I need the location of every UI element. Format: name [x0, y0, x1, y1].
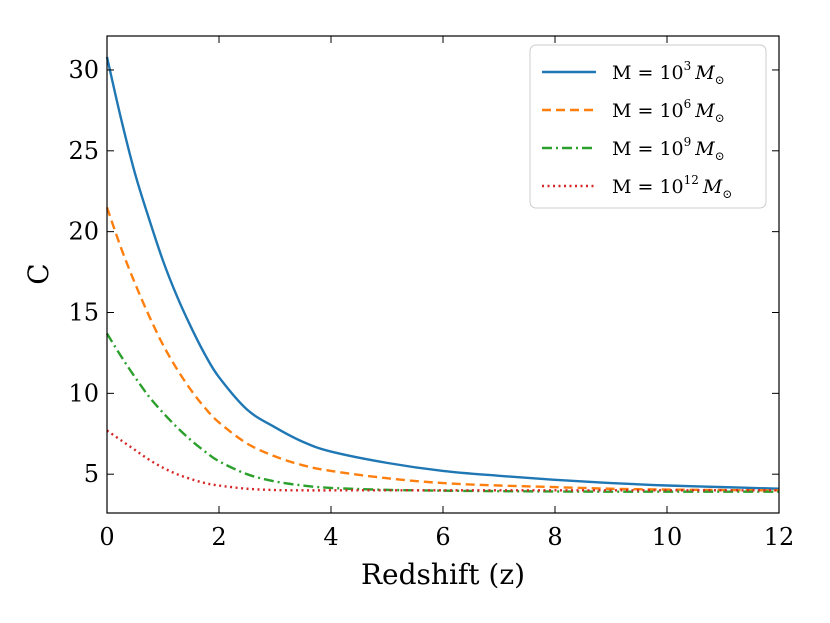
- y-axis-ticks: 5 10 15 20 25 30: [68, 56, 779, 488]
- y-axis-title: C: [22, 263, 55, 284]
- legend-label-4: M = 1012 M⊙: [612, 173, 732, 201]
- legend-label-3: M = 109 M⊙: [612, 135, 725, 163]
- y-tick-label: 25: [68, 137, 99, 165]
- y-tick-label: 10: [68, 379, 99, 407]
- x-axis-ticks: 0 2 4 6 8 10 12: [99, 36, 794, 551]
- x-tick-label: 12: [764, 523, 795, 551]
- legend: M = 103 M⊙ M = 106 M⊙ M = 109 M⊙ M = 1012 M⊙: [529, 44, 767, 209]
- x-tick-label: 4: [323, 523, 338, 551]
- y-tick-label: 20: [68, 218, 99, 246]
- legend-frame: [529, 44, 767, 209]
- plot-lines: [105, 56, 780, 493]
- y-tick-label: 15: [68, 298, 99, 326]
- x-tick-label: 8: [547, 523, 562, 551]
- y-tick-label: 30: [68, 56, 99, 84]
- y-tick-label: 5: [84, 460, 99, 488]
- series-line-2: [105, 207, 780, 492]
- legend-label-2: M = 106 M⊙: [612, 97, 725, 125]
- series-line-3: [105, 332, 779, 493]
- legend-label-1: M = 103 M⊙: [612, 59, 725, 87]
- x-tick-label: 2: [211, 523, 226, 551]
- x-tick-label: 0: [99, 523, 114, 551]
- x-tick-label: 10: [652, 523, 683, 551]
- series-line-1: [105, 56, 780, 490]
- x-axis-title: Redshift (z): [361, 558, 525, 591]
- series-line-4: [106, 429, 779, 492]
- x-tick-label: 6: [435, 523, 450, 551]
